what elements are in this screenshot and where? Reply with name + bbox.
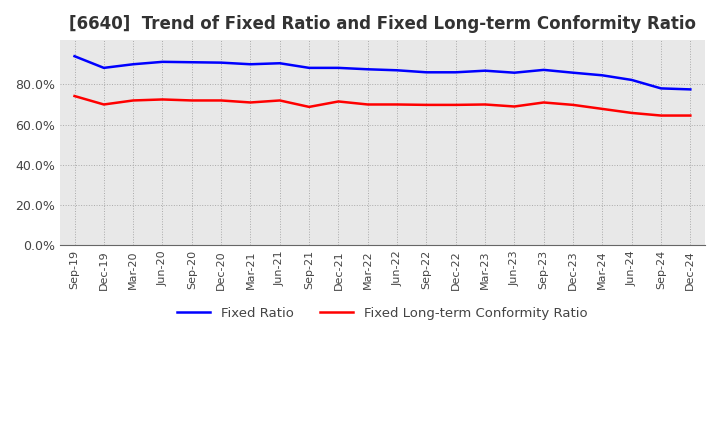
Fixed Long-term Conformity Ratio	[539, 100, 548, 105]
Fixed Long-term Conformity Ratio	[422, 102, 431, 107]
Fixed Long-term Conformity Ratio	[598, 106, 607, 112]
Title: [6640]  Trend of Fixed Ratio and Fixed Long-term Conformity Ratio: [6640] Trend of Fixed Ratio and Fixed Lo…	[69, 15, 696, 33]
Fixed Long-term Conformity Ratio	[686, 113, 695, 118]
Fixed Long-term Conformity Ratio	[217, 98, 225, 103]
Fixed Ratio	[364, 66, 372, 72]
Fixed Ratio	[422, 70, 431, 75]
Fixed Long-term Conformity Ratio	[393, 102, 402, 107]
Fixed Ratio	[71, 54, 79, 59]
Fixed Ratio	[451, 70, 460, 75]
Fixed Long-term Conformity Ratio	[657, 113, 665, 118]
Fixed Long-term Conformity Ratio	[158, 97, 167, 102]
Fixed Ratio	[539, 67, 548, 73]
Fixed Ratio	[686, 87, 695, 92]
Fixed Long-term Conformity Ratio	[481, 102, 490, 107]
Fixed Ratio	[217, 60, 225, 65]
Fixed Ratio	[276, 61, 284, 66]
Fixed Long-term Conformity Ratio	[276, 98, 284, 103]
Fixed Ratio	[129, 62, 138, 67]
Fixed Ratio	[481, 68, 490, 73]
Fixed Long-term Conformity Ratio	[627, 110, 636, 116]
Fixed Long-term Conformity Ratio	[99, 102, 108, 107]
Fixed Long-term Conformity Ratio	[305, 104, 313, 110]
Fixed Ratio	[627, 77, 636, 83]
Fixed Long-term Conformity Ratio	[510, 104, 518, 109]
Fixed Ratio	[99, 65, 108, 70]
Fixed Ratio	[334, 65, 343, 70]
Fixed Ratio	[305, 65, 313, 70]
Fixed Long-term Conformity Ratio	[364, 102, 372, 107]
Fixed Long-term Conformity Ratio	[569, 102, 577, 107]
Legend: Fixed Ratio, Fixed Long-term Conformity Ratio: Fixed Ratio, Fixed Long-term Conformity …	[172, 301, 593, 325]
Fixed Long-term Conformity Ratio	[187, 98, 196, 103]
Fixed Ratio	[569, 70, 577, 75]
Fixed Ratio	[598, 73, 607, 78]
Fixed Long-term Conformity Ratio	[71, 93, 79, 99]
Fixed Long-term Conformity Ratio	[334, 99, 343, 104]
Fixed Ratio	[246, 62, 255, 67]
Fixed Ratio	[510, 70, 518, 75]
Fixed Long-term Conformity Ratio	[451, 102, 460, 107]
Fixed Ratio	[158, 59, 167, 65]
Fixed Ratio	[187, 59, 196, 65]
Fixed Ratio	[657, 86, 665, 91]
Line: Fixed Ratio: Fixed Ratio	[75, 56, 690, 89]
Fixed Long-term Conformity Ratio	[129, 98, 138, 103]
Fixed Ratio	[393, 68, 402, 73]
Fixed Long-term Conformity Ratio	[246, 100, 255, 105]
Line: Fixed Long-term Conformity Ratio: Fixed Long-term Conformity Ratio	[75, 96, 690, 116]
